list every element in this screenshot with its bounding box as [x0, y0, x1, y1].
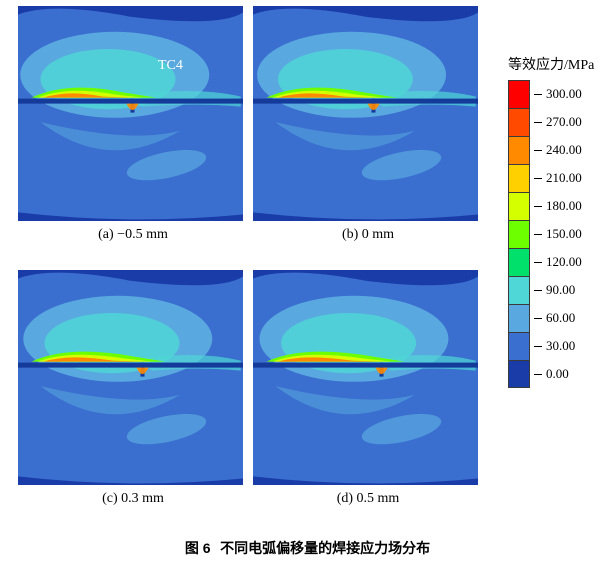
colorbar-tick: 150.00 — [534, 226, 582, 242]
figure-caption: 图 6 不同电弧偏移量的焊接应力场分布 — [0, 538, 615, 558]
colorbar-tick: 0.00 — [534, 366, 569, 382]
tick-mark — [534, 94, 542, 95]
colorbar-tick: 30.00 — [534, 338, 575, 354]
tick-label: 270.00 — [546, 114, 582, 130]
colorbar-tick: 270.00 — [534, 114, 582, 130]
panel-b: (b) 0 mm — [253, 6, 483, 243]
panel-d: (d) 0.5 mm — [253, 270, 483, 507]
tick-label: 300.00 — [546, 86, 582, 102]
colorbar-tick: 180.00 — [534, 198, 582, 214]
colorbar-segment — [508, 80, 530, 108]
tick-label: 0.00 — [546, 366, 569, 382]
colorbar-segment — [508, 276, 530, 304]
colorbar-legend: 等效应力/MPa 300.00 270.00 240.00 210.00 180.00 1… — [508, 54, 594, 388]
tick-label: 90.00 — [546, 282, 575, 298]
tick-mark — [534, 234, 542, 235]
tick-mark — [534, 318, 542, 319]
contour-plot: TC4 — [18, 6, 243, 221]
colorbar-tick: 90.00 — [534, 282, 575, 298]
panel-caption: (c) 0.3 mm — [18, 491, 248, 507]
colorbar-tick: 60.00 — [534, 310, 575, 326]
colorbar-tick: 240.00 — [534, 142, 582, 158]
tick-mark — [534, 122, 542, 123]
tick-label: 120.00 — [546, 254, 582, 270]
contour-plot — [253, 6, 478, 221]
tick-mark — [534, 290, 542, 291]
colorbar-segment — [508, 360, 530, 388]
colorbar-segment — [508, 248, 530, 276]
tick-mark — [534, 346, 542, 347]
legend-body: 300.00 270.00 240.00 210.00 180.00 150.00 120.… — [508, 80, 594, 388]
figure-number: 图 6 — [185, 540, 211, 556]
tick-label: 240.00 — [546, 142, 582, 158]
panel-c: (c) 0.3 mm — [18, 270, 248, 507]
tick-label: 150.00 — [546, 226, 582, 242]
tick-mark — [534, 206, 542, 207]
legend-title: 等效应力/MPa — [508, 54, 594, 74]
tick-label: 180.00 — [546, 198, 582, 214]
colorbar-segment — [508, 220, 530, 248]
stress-figure: TC4 (a) −0.5 mm (b) 0 mm (c) 0.3 mm (d) 0.5 … — [18, 6, 598, 516]
colorbar-segment — [508, 136, 530, 164]
colorbar-tick: 300.00 — [534, 86, 582, 102]
contour-plot — [253, 270, 478, 485]
colorbar-segment — [508, 164, 530, 192]
colorbar — [508, 80, 530, 388]
colorbar-segment — [508, 108, 530, 136]
colorbar-segment — [508, 332, 530, 360]
panel-a: TC4 (a) −0.5 mm — [18, 6, 248, 243]
material-label: TC4 — [158, 58, 183, 74]
colorbar-segment — [508, 304, 530, 332]
panel-caption: (b) 0 mm — [253, 227, 483, 243]
tick-mark — [534, 262, 542, 263]
colorbar-tick: 210.00 — [534, 170, 582, 186]
tick-mark — [534, 150, 542, 151]
panel-grid: TC4 (a) −0.5 mm (b) 0 mm (c) 0.3 mm (d) 0.5 … — [18, 6, 498, 516]
colorbar-segment — [508, 192, 530, 220]
tick-label: 210.00 — [546, 170, 582, 186]
tick-mark — [534, 178, 542, 179]
tick-mark — [534, 374, 542, 375]
figure-title: 不同电弧偏移量的焊接应力场分布 — [220, 540, 430, 556]
panel-caption: (a) −0.5 mm — [18, 227, 248, 243]
tick-label: 60.00 — [546, 310, 575, 326]
contour-plot — [18, 270, 243, 485]
colorbar-tick: 120.00 — [534, 254, 582, 270]
panel-caption: (d) 0.5 mm — [253, 491, 483, 507]
tick-label: 30.00 — [546, 338, 575, 354]
